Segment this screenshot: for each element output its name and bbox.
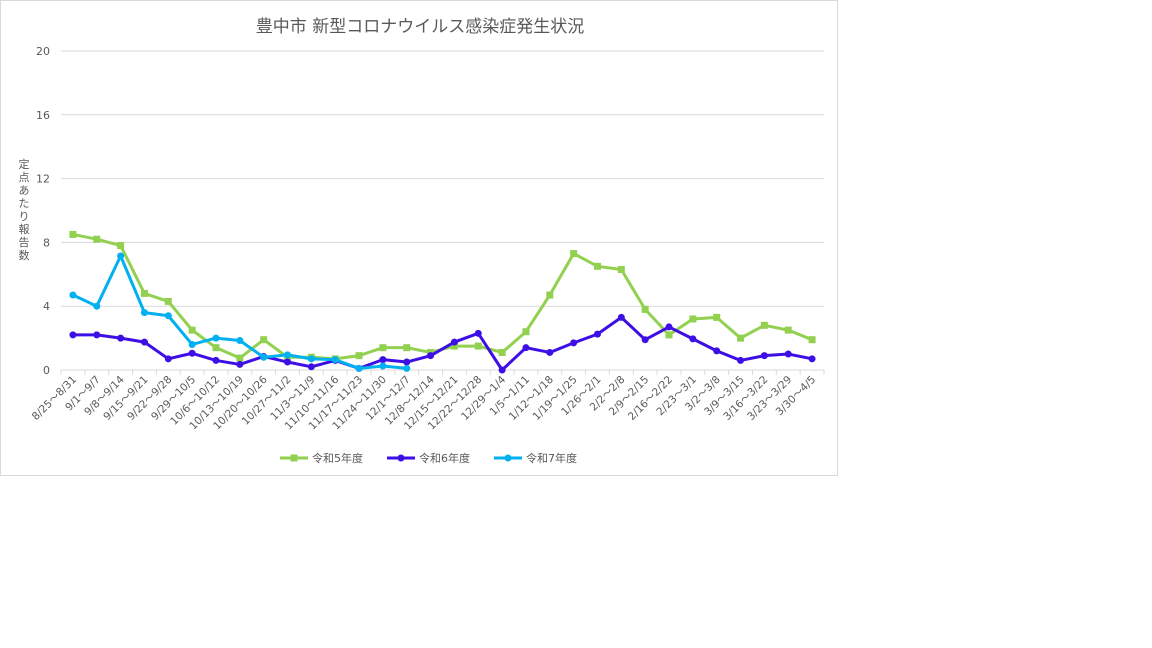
data-point (212, 356, 220, 364)
data-point (546, 348, 554, 356)
chart-legend: 令和5年度 令和6年度 令和7年度 (280, 450, 577, 466)
legend-item: 令和7年度 (494, 450, 577, 466)
data-point (498, 366, 506, 374)
data-point (69, 331, 77, 339)
legend-marker-icon (280, 454, 308, 462)
data-point (522, 328, 530, 336)
data-point (617, 313, 625, 321)
data-point (379, 344, 387, 352)
data-point (713, 313, 721, 321)
data-point (355, 352, 363, 360)
legend-item: 令和6年度 (387, 450, 470, 466)
data-point (760, 321, 768, 329)
data-point (331, 356, 339, 364)
data-point (93, 235, 101, 243)
y-tick-label: 0 (43, 364, 50, 377)
data-point (474, 342, 482, 350)
data-point (546, 291, 554, 299)
data-point (164, 312, 172, 320)
y-tick-label: 12 (36, 173, 50, 186)
data-point (522, 344, 530, 352)
data-point (188, 326, 196, 334)
data-point (284, 351, 292, 359)
legend-marker-icon (387, 454, 415, 462)
data-point (689, 315, 697, 323)
legend-label: 令和7年度 (526, 452, 577, 465)
data-point (379, 362, 387, 370)
data-point (140, 309, 148, 317)
series-line (72, 254, 407, 370)
data-point (140, 338, 148, 346)
series-line (72, 315, 813, 372)
series-令和6年度 (69, 313, 816, 374)
data-point (593, 262, 601, 270)
data-point (617, 266, 625, 274)
data-point (498, 348, 506, 356)
chart-title: 豊中市 新型コロナウイルス感染症発生状況 (255, 17, 585, 37)
data-point (737, 334, 745, 342)
data-point (93, 302, 101, 310)
data-point (117, 242, 125, 250)
data-point (760, 352, 768, 360)
data-point (212, 334, 220, 342)
data-point (69, 291, 77, 299)
plot-area: 0481216208/25～8/319/1～9/79/8～9/149/15～9/… (30, 45, 825, 432)
data-point (236, 354, 244, 362)
series-令和5年度 (69, 230, 816, 363)
data-point (784, 326, 792, 334)
data-point (784, 350, 792, 358)
data-point (403, 358, 411, 366)
data-point (689, 335, 697, 343)
data-point (713, 347, 721, 355)
chart-frame (0, 0, 838, 476)
data-point (93, 331, 101, 339)
data-point (355, 364, 363, 372)
data-point (570, 250, 578, 258)
data-point (117, 334, 125, 342)
data-point (307, 355, 315, 363)
legend-label: 令和5年度 (312, 452, 363, 465)
data-point (117, 252, 125, 260)
data-point (450, 342, 458, 350)
data-point (260, 353, 268, 361)
data-point (593, 330, 601, 338)
data-point (236, 360, 244, 368)
data-point (212, 344, 220, 352)
data-point (665, 331, 673, 339)
legend-item: 令和5年度 (280, 450, 363, 466)
y-axis-label: 定点あたり報告数 (18, 158, 30, 262)
data-point (450, 338, 458, 346)
y-tick-label: 20 (36, 45, 50, 58)
series-line (72, 232, 813, 361)
series-令和7年度 (69, 252, 411, 372)
data-point (665, 323, 673, 331)
data-point (403, 344, 411, 352)
data-point (164, 355, 172, 363)
data-point (69, 230, 77, 238)
data-point (641, 305, 649, 313)
data-point (260, 336, 268, 344)
data-point (403, 364, 411, 372)
data-point (808, 336, 816, 344)
data-point (641, 336, 649, 344)
y-tick-label: 8 (43, 236, 50, 249)
data-point (188, 349, 196, 357)
data-point (236, 336, 244, 344)
y-tick-label: 4 (43, 300, 50, 313)
data-point (808, 355, 816, 363)
legend-marker-icon (494, 454, 522, 462)
data-point (307, 363, 315, 371)
data-point (474, 329, 482, 337)
data-point (140, 289, 148, 297)
legend-label: 令和6年度 (419, 452, 470, 465)
data-point (379, 356, 387, 364)
data-point (570, 339, 578, 347)
data-point (164, 297, 172, 305)
data-point (188, 340, 196, 348)
data-point (737, 356, 745, 364)
y-tick-label: 16 (36, 109, 50, 122)
data-point (284, 358, 292, 366)
data-point (427, 352, 435, 360)
